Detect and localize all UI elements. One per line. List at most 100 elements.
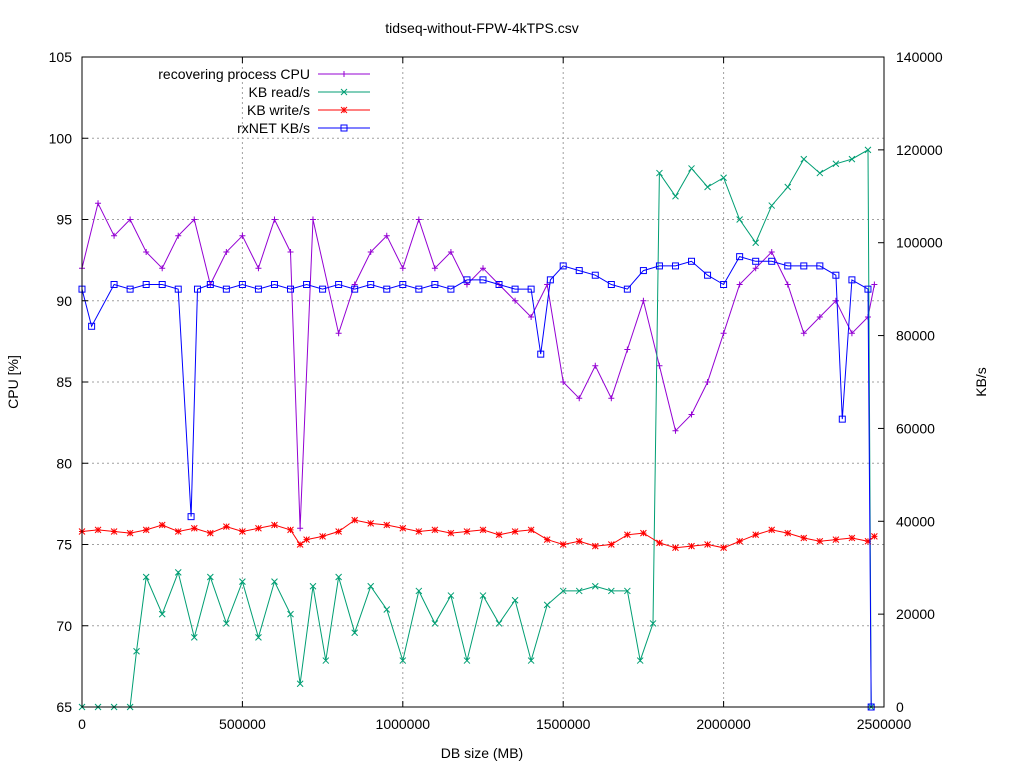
data-point — [495, 281, 503, 288]
data-point — [431, 281, 439, 288]
data-point — [527, 526, 535, 534]
data-point — [864, 537, 872, 545]
data-point — [127, 216, 134, 223]
y2-tick-label: 100000 — [896, 235, 943, 251]
y-tick-label: 70 — [56, 618, 72, 634]
data-point — [768, 202, 776, 209]
data-point — [447, 285, 455, 293]
data-point — [672, 544, 679, 552]
data-point — [95, 200, 102, 207]
data-point — [752, 257, 760, 265]
data-point — [527, 285, 535, 293]
legend-label: recovering process CPU — [158, 66, 310, 82]
data-point — [607, 587, 615, 595]
data-point — [126, 285, 134, 293]
data-point — [768, 249, 775, 255]
data-point — [511, 285, 519, 293]
legend-marker — [340, 88, 348, 96]
legend-marker — [340, 106, 348, 114]
data-point — [832, 160, 840, 168]
series-0 — [79, 200, 878, 532]
data-point — [816, 169, 824, 177]
x-axis-label: DB size (MB) — [441, 745, 523, 761]
data-point — [559, 587, 567, 595]
data-point — [864, 146, 872, 154]
data-point — [447, 249, 454, 255]
data-point — [297, 525, 304, 532]
y2-tick-label: 120000 — [896, 142, 943, 158]
data-point — [655, 262, 663, 270]
data-point — [191, 216, 198, 223]
data-point — [832, 536, 840, 543]
data-point — [271, 216, 278, 223]
chart-title: tidseq-without-FPW-4kTPS.csv — [385, 20, 578, 36]
data-point — [639, 267, 647, 275]
data-point — [271, 578, 278, 585]
data-point — [591, 542, 599, 550]
data-point — [399, 657, 407, 664]
data-point — [576, 395, 583, 402]
series-layer — [78, 146, 878, 711]
data-point — [752, 531, 760, 539]
data-point — [383, 232, 390, 239]
data-point — [688, 257, 696, 265]
y-tick-label: 95 — [56, 212, 72, 228]
data-point — [800, 330, 807, 337]
data-point — [528, 314, 535, 320]
data-point — [575, 587, 583, 595]
data-point — [871, 533, 878, 540]
data-point — [559, 262, 567, 270]
data-point — [720, 281, 728, 288]
data-point — [543, 601, 551, 609]
data-point — [592, 362, 599, 369]
x-tick-label: 2500000 — [857, 716, 912, 732]
data-point — [624, 346, 631, 353]
data-point — [640, 529, 647, 537]
data-point — [832, 297, 839, 304]
data-point — [254, 285, 262, 293]
data-point — [303, 281, 311, 288]
data-point — [623, 285, 631, 293]
data-point — [223, 620, 230, 627]
data-point — [287, 610, 294, 618]
data-point — [848, 155, 856, 163]
data-point — [816, 314, 823, 320]
legend-label: KB read/s — [249, 84, 310, 100]
data-point — [495, 620, 503, 627]
data-point — [463, 528, 471, 535]
data-point — [704, 271, 712, 279]
data-point — [560, 379, 567, 385]
data-point — [736, 216, 743, 223]
data-point — [158, 610, 166, 618]
data-point — [367, 582, 375, 590]
data-point — [447, 529, 455, 537]
data-point — [415, 216, 422, 223]
data-point — [848, 330, 855, 337]
data-point — [672, 192, 679, 200]
data-point — [187, 513, 195, 521]
data-point — [479, 276, 487, 284]
data-point — [351, 516, 359, 524]
data-point — [784, 529, 792, 537]
data-point — [174, 285, 182, 293]
data-point — [736, 537, 743, 545]
y-tick-label: 75 — [56, 537, 72, 553]
data-point — [656, 169, 663, 177]
data-point — [736, 253, 744, 261]
data-point — [656, 539, 663, 547]
data-point — [383, 606, 391, 613]
data-point — [559, 541, 567, 548]
data-point — [399, 281, 407, 288]
data-point — [296, 541, 304, 548]
data-point — [158, 281, 166, 288]
data-point — [415, 285, 423, 293]
data-point — [296, 680, 304, 688]
data-point — [636, 657, 644, 664]
data-point — [111, 232, 118, 239]
data-point — [800, 534, 808, 542]
data-point — [351, 629, 359, 637]
y2-tick-label: 20000 — [896, 606, 935, 622]
data-point — [649, 620, 657, 627]
data-point — [383, 521, 391, 529]
